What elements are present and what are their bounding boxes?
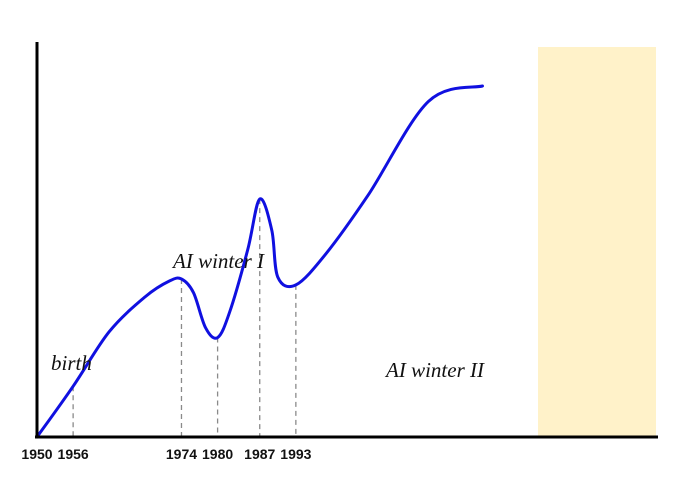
x-tick-label: 1980 bbox=[202, 446, 233, 462]
annotation-ai-winter-1: AI winter I bbox=[171, 249, 265, 273]
x-tick-label: 1993 bbox=[280, 446, 311, 462]
x-tick-label: 1950 bbox=[21, 446, 52, 462]
annotation-birth: birth bbox=[51, 351, 92, 375]
ai-progress-curve bbox=[35, 84, 484, 439]
x-tick-label: 1987 bbox=[244, 446, 275, 462]
x-tick-labels: 1950 1956 1974 1980 1987 1993 bbox=[21, 446, 311, 462]
x-tick-label: 1974 bbox=[166, 446, 197, 462]
annotation-ai-winter-2: AI winter II bbox=[384, 358, 485, 382]
future-highlight-region bbox=[538, 47, 656, 437]
dashed-guides bbox=[72, 199, 297, 437]
x-tick-label: 1956 bbox=[58, 446, 89, 462]
